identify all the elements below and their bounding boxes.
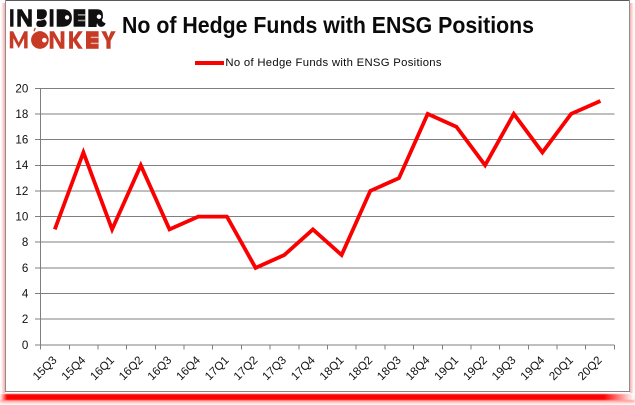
svg-text:2: 2 — [22, 313, 28, 326]
svg-text:16Q1: 16Q1 — [88, 354, 117, 383]
svg-text:18Q2: 18Q2 — [346, 354, 375, 383]
svg-text:0: 0 — [22, 339, 28, 352]
svg-text:16: 16 — [15, 134, 28, 147]
svg-text:6: 6 — [22, 262, 28, 275]
svg-text:16Q3: 16Q3 — [145, 354, 174, 383]
svg-text:15Q3: 15Q3 — [30, 354, 59, 383]
svg-text:15Q4: 15Q4 — [59, 353, 89, 383]
svg-text:19Q1: 19Q1 — [432, 354, 461, 383]
svg-text:4: 4 — [22, 287, 29, 300]
svg-text:19Q2: 19Q2 — [461, 354, 490, 383]
svg-text:17Q2: 17Q2 — [231, 354, 260, 383]
svg-text:10: 10 — [15, 211, 28, 224]
svg-text:17Q1: 17Q1 — [202, 354, 231, 383]
svg-text:20Q2: 20Q2 — [575, 354, 604, 383]
svg-text:20Q1: 20Q1 — [547, 354, 576, 383]
svg-text:12: 12 — [15, 185, 28, 198]
svg-text:19Q4: 19Q4 — [518, 353, 548, 383]
svg-text:18Q1: 18Q1 — [317, 354, 346, 383]
svg-text:18Q3: 18Q3 — [375, 354, 404, 383]
svg-text:16Q4: 16Q4 — [174, 353, 204, 383]
svg-text:19Q3: 19Q3 — [489, 354, 518, 383]
svg-text:18Q4: 18Q4 — [403, 353, 433, 383]
svg-text:16Q2: 16Q2 — [116, 354, 145, 383]
svg-text:14: 14 — [15, 159, 28, 172]
svg-text:18: 18 — [15, 108, 28, 121]
svg-text:8: 8 — [22, 236, 28, 249]
svg-text:17Q4: 17Q4 — [289, 353, 319, 383]
svg-text:20: 20 — [15, 82, 28, 95]
svg-text:17Q3: 17Q3 — [260, 354, 289, 383]
